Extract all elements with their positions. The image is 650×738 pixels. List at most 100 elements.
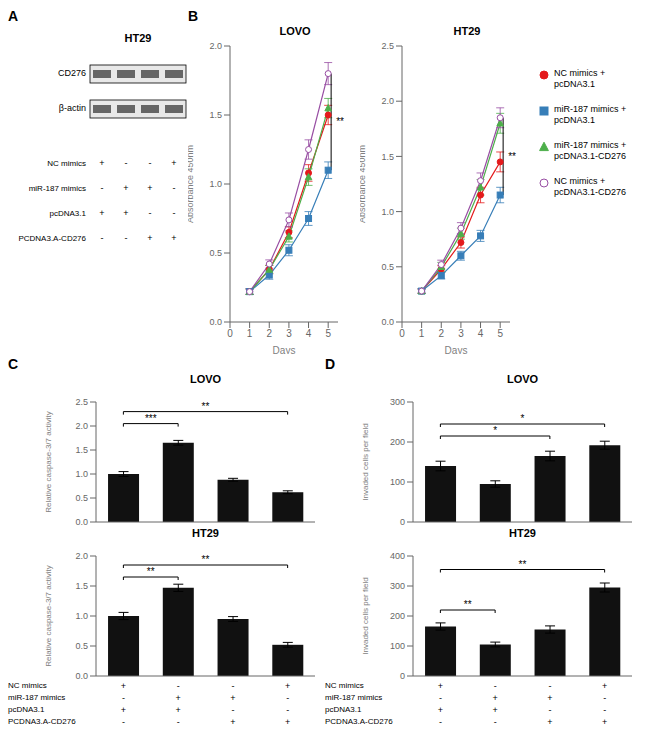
svg-text:+: + — [99, 158, 104, 168]
html-text:miR-187 mimics + pcDNA3.1-CD27: miR-187 mimics + pcDNA3.1-CD276 — [554, 140, 627, 161]
svg-text:0: 0 — [227, 328, 233, 339]
svg-text:**: ** — [336, 116, 344, 127]
svg-text:1.0: 1.0 — [381, 207, 394, 217]
html-text:A: A — [8, 8, 19, 24]
svg-text:**: ** — [202, 554, 210, 565]
svg-text:Invaded cells per field: Invaded cells per field — [361, 577, 370, 654]
svg-text:+: + — [171, 158, 176, 168]
svg-text:**: ** — [202, 401, 210, 412]
html-text:LOVO: LOVO — [189, 373, 222, 385]
svg-text:100: 100 — [390, 477, 405, 487]
svg-text:+: + — [123, 183, 128, 193]
svg-text:400: 400 — [390, 551, 405, 561]
svg-text:300: 300 — [390, 581, 405, 591]
html-text:LOVO: LOVO — [279, 25, 311, 37]
svg-text:+: + — [147, 183, 152, 193]
svg-text:1.5: 1.5 — [209, 110, 222, 120]
svg-text:Relative caspase-3/7 activity: Relative caspase-3/7 activity — [44, 411, 53, 512]
svg-text:0.5: 0.5 — [75, 641, 88, 651]
svg-text:0.0: 0.0 — [209, 317, 222, 327]
html-text:LOVO: LOVO — [506, 373, 539, 385]
svg-text:-: - — [125, 233, 128, 243]
svg-text:1.0: 1.0 — [75, 469, 88, 479]
svg-text:Days: Days — [273, 345, 296, 354]
html-text:HT29: HT29 — [509, 527, 536, 539]
svg-text:***: *** — [145, 413, 157, 424]
svg-text:0.5: 0.5 — [381, 262, 394, 272]
svg-text:1.5: 1.5 — [381, 152, 394, 162]
svg-text:1.5: 1.5 — [75, 445, 88, 455]
svg-text:**: ** — [147, 566, 155, 577]
svg-text:Relative caspase-3/7 activity: Relative caspase-3/7 activity — [44, 565, 53, 666]
svg-text:-: - — [173, 208, 176, 218]
svg-text:1.5: 1.5 — [75, 581, 88, 591]
svg-text:Days: Days — [445, 345, 468, 354]
svg-text:2.0: 2.0 — [75, 551, 88, 561]
svg-text:+: + — [171, 233, 176, 243]
svg-text:2.0: 2.0 — [381, 96, 394, 106]
svg-text:-: - — [101, 183, 104, 193]
svg-text:0: 0 — [399, 328, 405, 339]
svg-text:2: 2 — [266, 328, 272, 339]
svg-text:0.5: 0.5 — [209, 248, 222, 258]
svg-text:0: 0 — [400, 517, 405, 526]
svg-text:-: - — [149, 158, 152, 168]
svg-text:0.0: 0.0 — [381, 317, 394, 327]
svg-text:-: - — [173, 183, 176, 193]
svg-text:0: 0 — [400, 671, 405, 680]
svg-text:1.0: 1.0 — [209, 179, 222, 189]
svg-text:0.0: 0.0 — [75, 671, 88, 680]
html-text:NC mimics + pcDNA3.1-CD276: NC mimics + pcDNA3.1-CD276 — [554, 176, 626, 197]
svg-text:0.0: 0.0 — [75, 517, 88, 526]
svg-text:**: ** — [508, 151, 516, 162]
svg-text:2.5: 2.5 — [75, 397, 88, 407]
svg-text:3: 3 — [458, 328, 464, 339]
svg-text:0.5: 0.5 — [75, 493, 88, 503]
svg-text:2.5: 2.5 — [381, 41, 394, 51]
svg-text:1: 1 — [419, 328, 425, 339]
svg-text:-: - — [149, 208, 152, 218]
html-text:NC mimics + pcDNA3.1: NC mimics + pcDNA3.1 — [554, 68, 606, 89]
svg-text:1: 1 — [247, 328, 253, 339]
svg-text:*: * — [493, 425, 497, 436]
svg-text:1.0: 1.0 — [75, 611, 88, 621]
html-text:NC mimics: NC mimics — [8, 681, 47, 690]
html-text:D: D — [325, 356, 336, 372]
svg-text:Absorbance 450nm: Absorbance 450nm — [360, 145, 367, 223]
svg-text:200: 200 — [390, 611, 405, 621]
html-text:C: C — [8, 356, 19, 372]
svg-text:HT29: HT29 — [125, 32, 152, 44]
svg-text:**: ** — [519, 559, 527, 570]
svg-text:5: 5 — [497, 328, 503, 339]
svg-text:200: 200 — [390, 437, 405, 447]
html-text:HT29: HT29 — [453, 25, 481, 37]
svg-text:**: ** — [464, 599, 472, 610]
svg-text:100: 100 — [390, 641, 405, 651]
svg-text:300: 300 — [390, 397, 405, 407]
svg-text:+: + — [99, 208, 104, 218]
svg-text:3: 3 — [286, 328, 292, 339]
svg-text:2.0: 2.0 — [75, 421, 88, 431]
svg-text:+: + — [123, 208, 128, 218]
html-text:B: B — [188, 8, 199, 24]
svg-text:2: 2 — [438, 328, 444, 339]
html-text:miR-187 mimics: miR-187 mimics — [8, 693, 66, 702]
svg-text:pcDNA3.1: pcDNA3.1 — [50, 209, 87, 218]
html-text:HT29: HT29 — [192, 527, 219, 539]
svg-text:Invaded cells per field: Invaded cells per field — [361, 423, 370, 500]
svg-text:CD276: CD276 — [58, 68, 86, 78]
svg-text:β-actin: β-actin — [59, 103, 86, 113]
svg-text:-: - — [101, 233, 104, 243]
svg-text:4: 4 — [306, 328, 312, 339]
svg-text:NC mimics: NC mimics — [47, 159, 86, 168]
svg-text:Absorbance 450nm: Absorbance 450nm — [188, 145, 195, 223]
svg-text:miR-187 mimics: miR-187 mimics — [29, 184, 86, 193]
svg-text:+: + — [147, 233, 152, 243]
html-text:miR-187 mimics + pcDNA3.1: miR-187 mimics + pcDNA3.1 — [554, 104, 627, 125]
svg-text:5: 5 — [325, 328, 331, 339]
svg-text:2.0: 2.0 — [209, 41, 222, 51]
svg-text:PCDNA3.A-CD276: PCDNA3.A-CD276 — [18, 234, 86, 243]
svg-text:4: 4 — [478, 328, 484, 339]
svg-text:*: * — [521, 413, 525, 424]
svg-text:-: - — [125, 158, 128, 168]
